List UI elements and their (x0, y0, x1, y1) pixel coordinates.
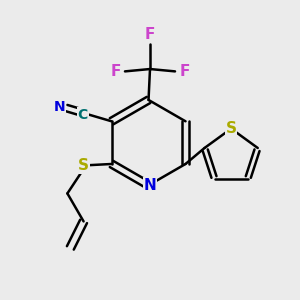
Text: F: F (110, 64, 121, 79)
Text: F: F (145, 27, 155, 42)
Text: F: F (179, 64, 190, 79)
Text: N: N (53, 100, 65, 115)
Text: S: S (78, 158, 89, 173)
Text: C: C (78, 107, 88, 122)
Text: N: N (144, 178, 156, 193)
Text: S: S (226, 121, 237, 136)
